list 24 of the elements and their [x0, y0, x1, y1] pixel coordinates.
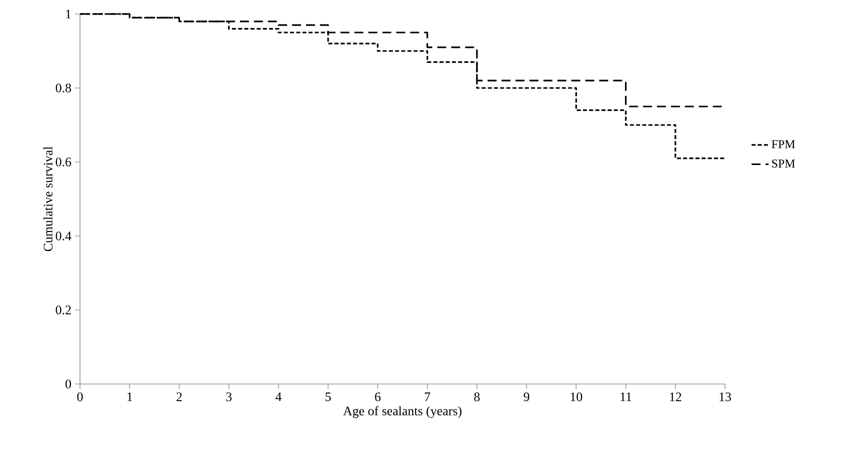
- y-tick-label: 0.6: [56, 158, 72, 166]
- x-tick-label: 5: [326, 392, 331, 402]
- y-tick-label: 0.8: [56, 84, 72, 92]
- x-axis-title: Age of sealants (years): [343, 406, 462, 418]
- x-tick-label: 3: [226, 392, 232, 402]
- x-tick-label: 8: [474, 392, 480, 402]
- x-tick-label: 7: [424, 392, 430, 401]
- y-tick-label: 1: [66, 10, 71, 18]
- y-tick-label: 0: [66, 380, 72, 388]
- x-tick-label: 12: [670, 392, 682, 402]
- x-tick-label: 1: [128, 392, 132, 402]
- x-tick-label: 0: [77, 392, 83, 402]
- y-tick-label: 0.4: [56, 232, 72, 240]
- legend-label: FPM: [772, 140, 795, 148]
- x-tick-label: 6: [375, 392, 381, 402]
- y-axis-title: Cumulative survival: [43, 146, 52, 252]
- legend-label: SPM: [772, 160, 795, 168]
- x-tick-label: 13: [720, 392, 731, 402]
- y-tick-label: 0.2: [56, 306, 71, 314]
- x-tick-label: 10: [570, 392, 582, 402]
- x-tick-label: 2: [176, 392, 182, 402]
- x-tick-label: 9: [524, 392, 530, 402]
- x-tick-label: 11: [620, 392, 632, 402]
- x-tick-label: 4: [275, 392, 282, 402]
